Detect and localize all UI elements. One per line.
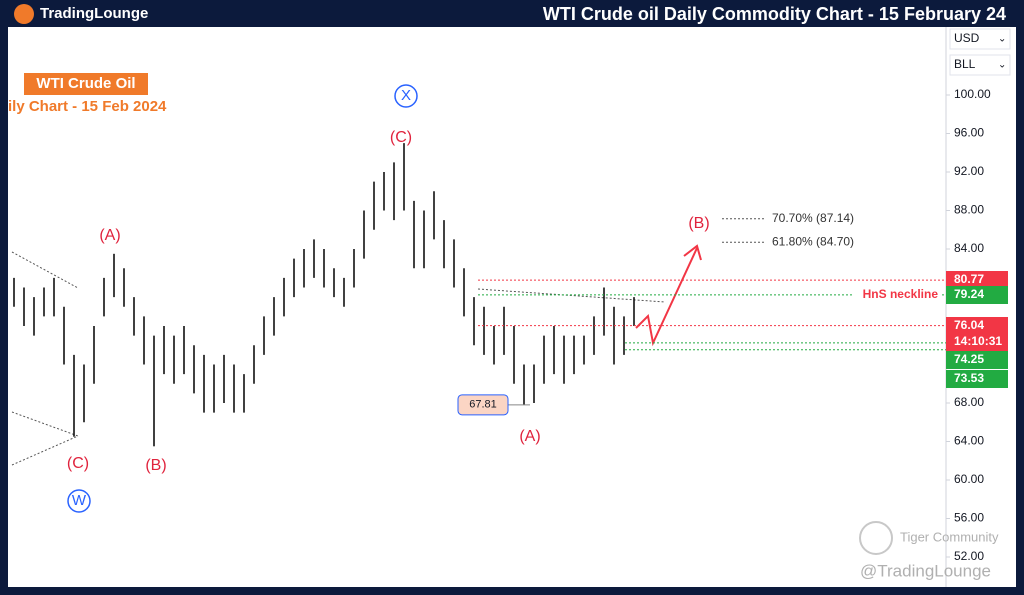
inset-subtitle: ily Chart - 15 Feb 2024 — [8, 98, 167, 115]
projection — [635, 247, 698, 347]
currency[interactable]: USD — [954, 31, 980, 45]
plot-area — [8, 27, 1016, 587]
symbol[interactable]: BLL — [954, 57, 976, 71]
fib-label: 61.80% (84.70) — [772, 234, 854, 248]
wave-label: W — [72, 492, 87, 509]
y-tick-label: 56.00 — [954, 511, 984, 525]
watermark: Tiger Community @TradingLounge — [859, 521, 999, 580]
tag-label: HnS neckline — [863, 287, 939, 301]
price-tag-label: 76.04 — [954, 318, 984, 332]
y-tick-label: 52.00 — [954, 549, 984, 563]
y-tick-label: 92.00 — [954, 164, 984, 178]
wave-label: (B) — [688, 215, 709, 232]
watermark-text: @TradingLounge — [860, 561, 991, 580]
logo: TradingLounge — [40, 5, 148, 22]
dropdown-arrow[interactable]: ⌄ — [998, 60, 1006, 71]
price-tag — [946, 370, 1008, 388]
price-tag-label: 80.77 — [954, 272, 984, 286]
header-title: WTI Crude oil Daily Commodity Chart - 15… — [543, 4, 1006, 24]
y-tick-label: 64.00 — [954, 434, 984, 448]
price-tag-label: 74.25 — [954, 352, 984, 366]
y-tick-label: 68.00 — [954, 395, 984, 409]
wave-circle — [394, 84, 418, 108]
low-label: 67.81 — [469, 399, 497, 411]
tag-label-bg — [854, 285, 942, 304]
y-tick-label: 88.00 — [954, 203, 984, 217]
wave-circle — [67, 489, 91, 513]
price-tag — [946, 286, 1008, 304]
logo-icon — [14, 4, 34, 24]
price-tag — [946, 317, 1008, 351]
dropdown-arrow[interactable]: ⌄ — [998, 34, 1006, 45]
y-tick-label: 84.00 — [954, 241, 984, 255]
wave-label: (A) — [99, 227, 120, 244]
wave-label: (A) — [519, 428, 540, 445]
wave-label: X — [401, 87, 411, 104]
wave-label: (B) — [145, 457, 166, 474]
inset-title: WTI Crude Oil — [36, 75, 135, 92]
countdown: 14:10:31 — [954, 334, 1002, 348]
projection-arrow — [683, 244, 702, 261]
currency-box[interactable] — [949, 28, 1011, 50]
price-tag — [946, 351, 1008, 369]
fib-label: 70.70% (87.14) — [772, 211, 854, 225]
inset-title-box — [24, 73, 148, 95]
price-tag-label: 73.53 — [954, 371, 984, 385]
low-box — [457, 394, 509, 416]
watermark-text: Tiger Community — [900, 529, 999, 544]
wave-label: (C) — [67, 455, 89, 472]
price-tag — [946, 271, 1008, 289]
y-tick-label: 60.00 — [954, 472, 984, 486]
y-tick-label: 100.00 — [954, 87, 991, 101]
symbol-box[interactable] — [949, 54, 1011, 76]
y-tick-label: 96.00 — [954, 126, 984, 140]
wave-label: (C) — [390, 129, 412, 146]
price-tag-label: 79.24 — [954, 287, 984, 301]
